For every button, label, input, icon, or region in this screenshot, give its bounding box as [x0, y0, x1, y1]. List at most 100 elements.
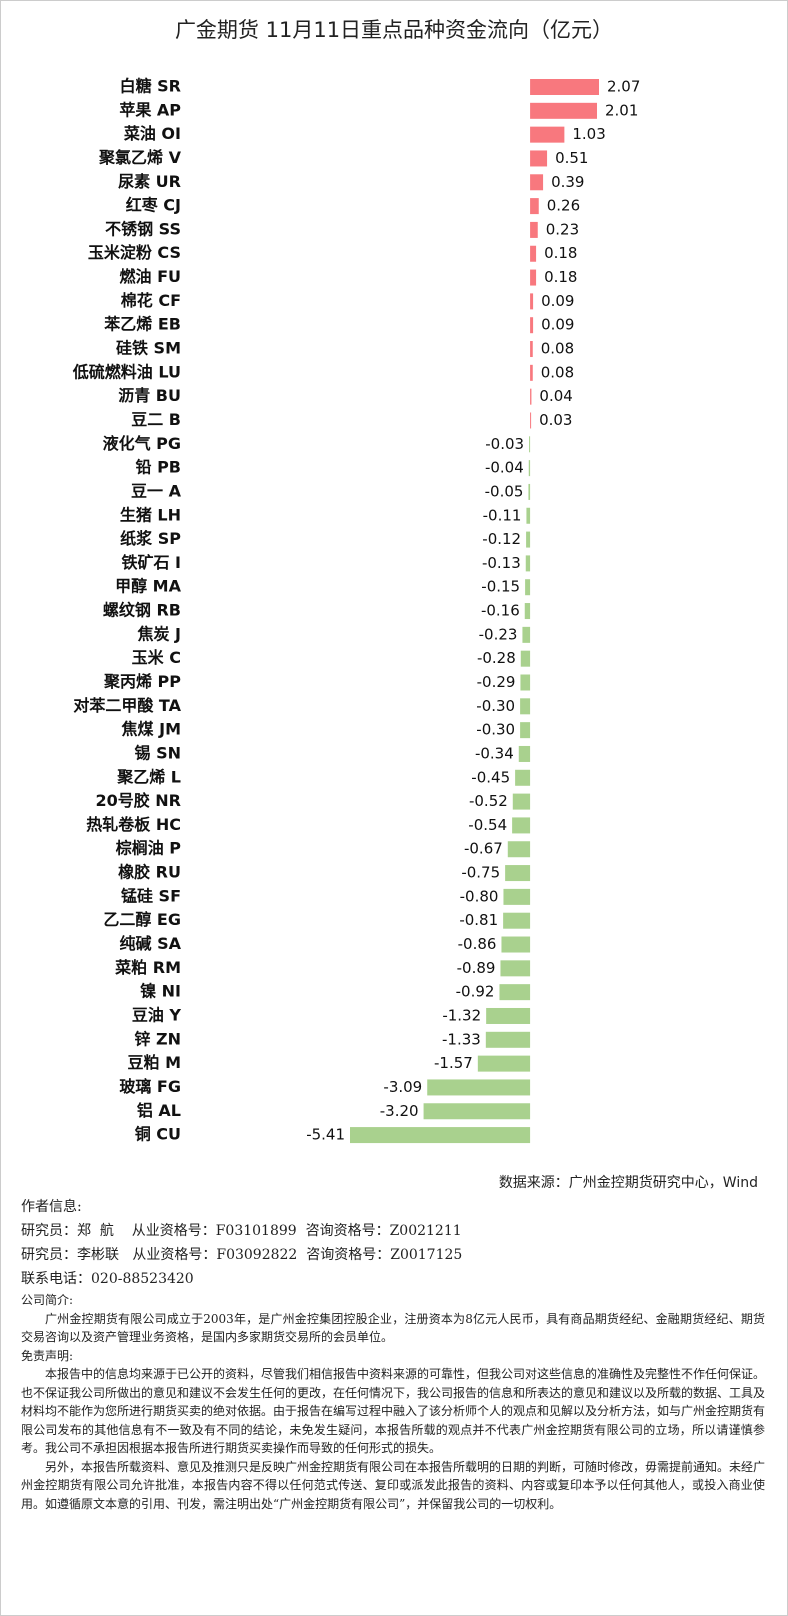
category-label: 铅 PB [136, 458, 182, 477]
value-label: 2.01 [605, 101, 638, 119]
value-label: -0.80 [460, 887, 499, 905]
company-text: 广州金控期货有限公司成立于2003年，是广州金控集团控股企业，注册资本为8亿元人… [21, 1311, 765, 1345]
value-label: -0.45 [471, 768, 510, 786]
value-label: -0.86 [458, 935, 497, 953]
value-label: -0.30 [476, 721, 515, 739]
bar [528, 460, 531, 477]
value-label: -0.05 [485, 482, 524, 500]
category-label: 红枣 CJ [126, 196, 181, 215]
document: 作者信息: 研究员：郑 航 从业资格号：F03101899 咨询资格号：Z002… [21, 1195, 765, 1513]
bar [530, 317, 534, 334]
author-heading: 作者信息: [21, 1199, 82, 1215]
category-label: 苯乙烯 EB [103, 315, 181, 334]
value-label: 0.23 [546, 220, 579, 238]
category-label: 锰硅 SF [121, 886, 181, 905]
bar [530, 269, 537, 286]
value-label: -1.57 [434, 1054, 473, 1072]
category-label: 20号胶 NR [95, 791, 181, 810]
bar [512, 793, 531, 810]
category-label: 玉米淀粉 CS [88, 243, 181, 262]
value-label: 0.08 [541, 340, 574, 358]
value-label: -0.54 [468, 816, 507, 834]
category-label: 镍 NI [140, 982, 181, 1001]
bar [530, 364, 533, 381]
company-heading: 公司简介: [21, 1293, 74, 1307]
value-label: 0.08 [541, 363, 574, 381]
bar [507, 841, 531, 858]
bar [530, 388, 532, 405]
category-label: 生猪 LH [120, 505, 181, 524]
source: 数据来源：广州金控期货研究中心，Wind [499, 1174, 758, 1191]
bar [350, 1127, 531, 1144]
bar [530, 126, 565, 143]
category-label: 铜 CU [135, 1125, 181, 1144]
author-line: 研究员：李彬联 从业资格号：F03092822 咨询资格号：Z0017125 [21, 1247, 463, 1263]
category-label: 橡胶 RU [118, 863, 181, 882]
bar [528, 483, 531, 500]
bar [503, 888, 531, 905]
category-label: 玉米 C [132, 648, 181, 667]
bar [522, 626, 531, 643]
bar [520, 674, 531, 691]
bar [525, 555, 531, 572]
category-label: 热轧卷板 HC [86, 815, 181, 834]
bar [530, 79, 599, 95]
category-label: 甲醇 MA [115, 577, 181, 596]
disclaimer-text: 本报告中的信息均来源于已公开的资料，尽管我们相信报告中资料来源的可靠性，但我公司… [21, 1367, 766, 1455]
category-label: 棉花 CF [121, 291, 181, 310]
bar [520, 698, 531, 715]
category-label: 纯碱 SA [120, 934, 182, 953]
value-label: -5.41 [306, 1126, 345, 1144]
bar [520, 650, 531, 667]
value-label: 0.51 [555, 149, 588, 167]
bar [512, 817, 531, 834]
category-label: 豆一 A [131, 481, 182, 500]
bar [526, 507, 531, 524]
bar [530, 198, 539, 215]
category-label: 豆油 Y [132, 1005, 182, 1024]
category-label: 尿素 UR [118, 172, 181, 191]
bar [530, 245, 537, 262]
bar [499, 984, 531, 1001]
category-label: 菜油 OI [123, 124, 181, 143]
category-label: 乙二醇 EG [103, 910, 181, 929]
bar [530, 412, 532, 429]
bar [520, 722, 531, 739]
value-label: 0.03 [539, 411, 572, 429]
bar [427, 1079, 531, 1096]
category-label: 聚丙烯 PP [103, 672, 181, 691]
category-label: 对苯二甲酸 TA [73, 696, 181, 715]
value-label: -1.33 [442, 1030, 481, 1048]
value-label: -0.13 [482, 554, 521, 572]
chart: 广金期货 11月11日重点品种资金流向（亿元） 数据来源：广州金控期货研究中心，… [72, 18, 758, 1191]
category-label: 菜粕 RM [114, 958, 181, 977]
value-label: 0.26 [547, 197, 580, 215]
bar [530, 174, 544, 191]
value-label: -0.67 [464, 840, 503, 858]
bar [423, 1103, 531, 1120]
author-line: 研究员：郑 航 从业资格号：F03101899 咨询资格号：Z0021211 [21, 1223, 462, 1239]
bar [529, 436, 531, 453]
category-label: 沥青 BU [118, 386, 181, 405]
category-label: 螺纹钢 RB [103, 601, 181, 620]
value-label: -0.30 [476, 697, 515, 715]
bar [503, 912, 531, 929]
bar [486, 1007, 531, 1024]
category-label: 聚乙烯 L [116, 767, 181, 786]
value-label: 0.18 [544, 268, 577, 286]
category-label: 燃油 FU [120, 267, 182, 286]
category-label: 聚氯乙烯 V [98, 148, 182, 167]
bar [524, 603, 531, 620]
value-label: 0.39 [551, 173, 584, 191]
bar [485, 1031, 531, 1048]
category-label: 棕榈油 P [116, 839, 182, 858]
value-label: -0.34 [475, 744, 514, 762]
value-label: -0.15 [481, 578, 520, 596]
bar [530, 293, 534, 310]
bar [515, 769, 531, 786]
value-label: -0.89 [457, 959, 496, 977]
category-label: 玻璃 FG [119, 1077, 181, 1096]
bar [500, 960, 531, 977]
value-label: -0.29 [477, 673, 516, 691]
disclaimer-text: 另外，本报告所载资料、意见及推测只是反映广州金控期货有限公司在本报告所载明的日期… [21, 1459, 766, 1511]
